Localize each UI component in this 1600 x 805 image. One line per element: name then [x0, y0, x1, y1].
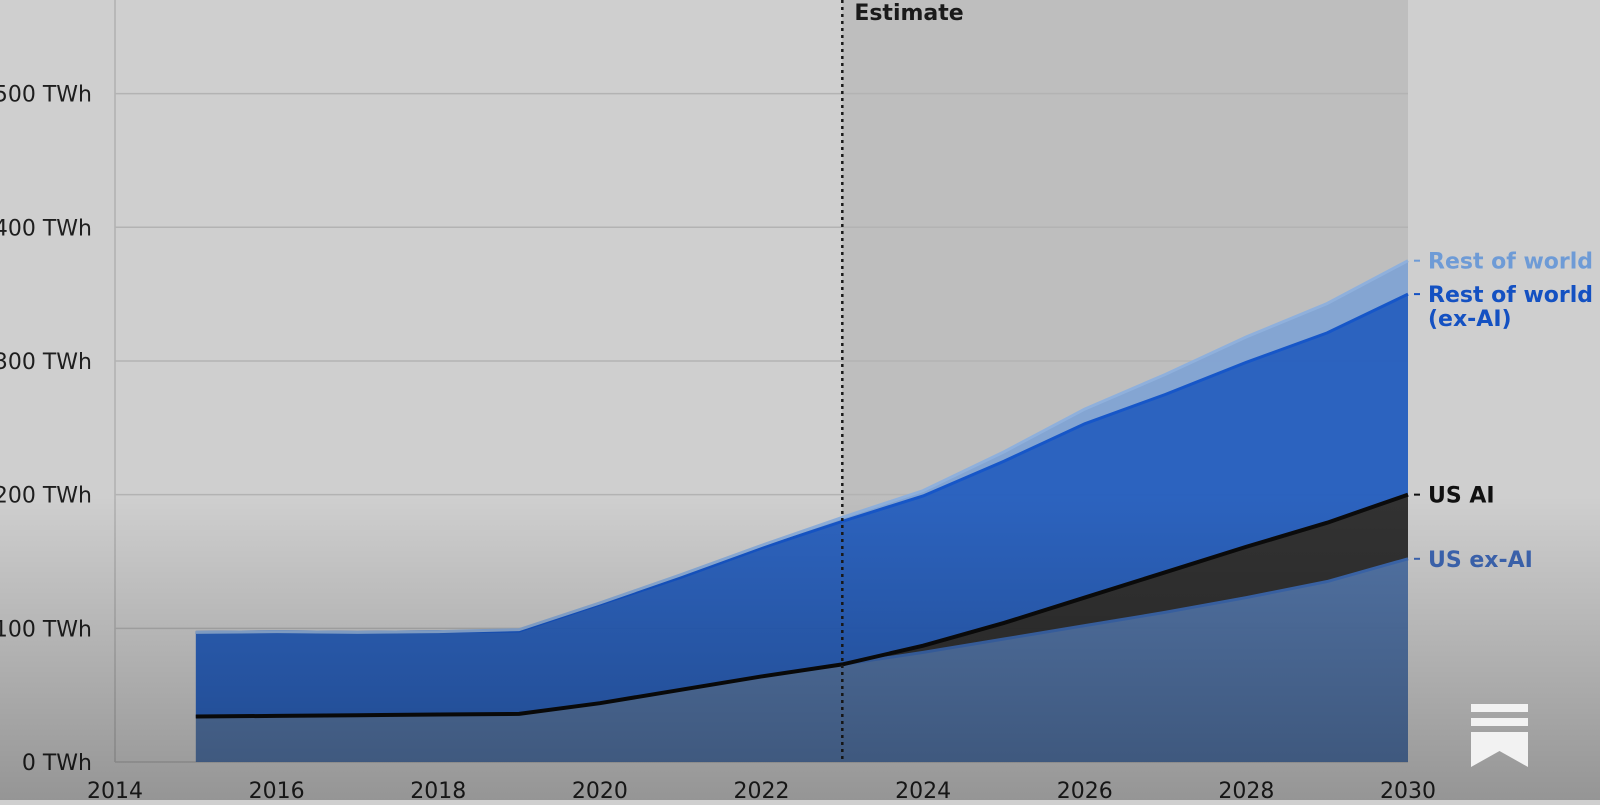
bookmark-logo-icon: [1471, 704, 1528, 767]
series-label: US ex-AI: [1428, 548, 1533, 573]
series-label: Rest of world: [1428, 250, 1593, 275]
y-tick-label: 300 TWh: [0, 350, 92, 375]
x-tick-label: 2020: [572, 779, 628, 800]
x-tick-label: 2024: [895, 779, 951, 800]
x-tick-label: 2018: [410, 779, 466, 800]
y-tick-label: 400 TWh: [0, 216, 92, 241]
x-tick-label: 2022: [734, 779, 790, 800]
y-tick-label: 100 TWh: [0, 617, 92, 642]
y-tick-label: 500 TWh: [0, 83, 92, 108]
x-tick-label: 2028: [1218, 779, 1274, 800]
x-tick-label: 2030: [1380, 779, 1436, 800]
x-tick-label: 2026: [1057, 779, 1113, 800]
estimate-label: Estimate: [854, 1, 963, 26]
x-tick-label: 2014: [87, 779, 143, 800]
y-tick-label: 0 TWh: [22, 751, 92, 776]
y-tick-label: 200 TWh: [0, 484, 92, 509]
x-tick-label: 2016: [249, 779, 305, 800]
series-label: US AI: [1428, 484, 1495, 509]
